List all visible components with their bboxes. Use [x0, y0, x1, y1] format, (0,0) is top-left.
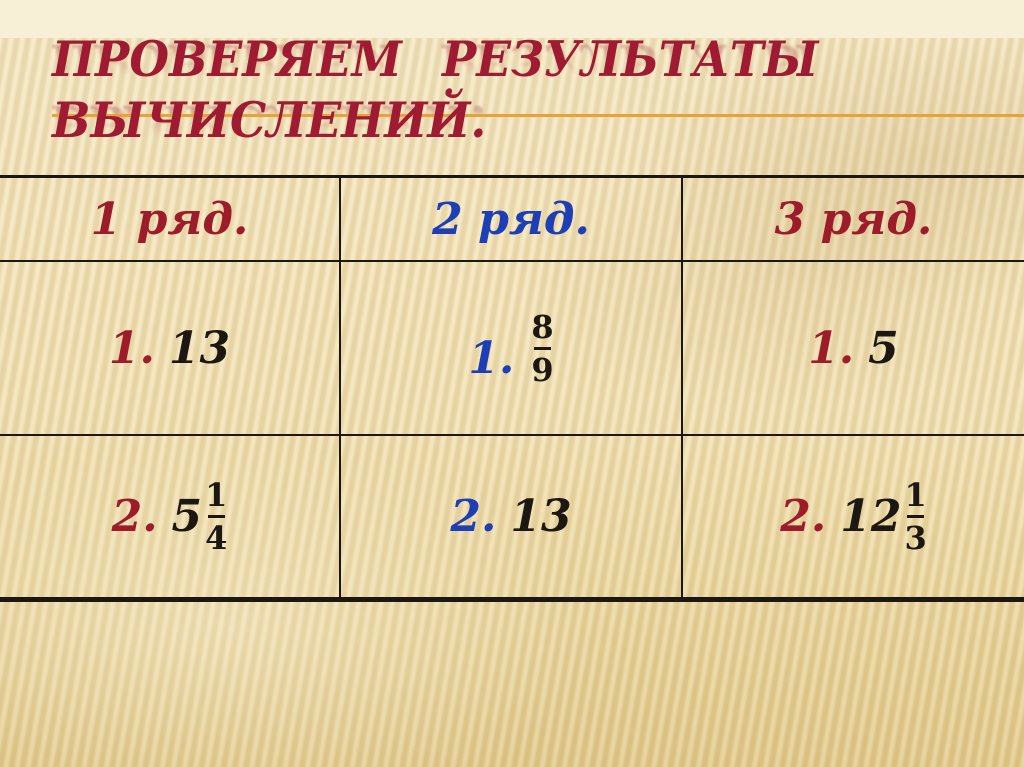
whole-part: 12 — [840, 491, 902, 542]
whole-part: 5 — [171, 491, 203, 542]
page-title-line-2: ВЫЧИСЛЕНИЙ. — [52, 91, 487, 149]
table-header-row3: 3 ряд. — [683, 178, 1024, 262]
fraction-numerator: 8 — [531, 307, 554, 346]
fraction-numerator: 1 — [904, 476, 927, 514]
answer-index: 2. — [780, 491, 827, 542]
fraction-bar — [907, 515, 925, 518]
answer-index: 2. — [111, 491, 158, 542]
fraction: 1 4 — [205, 479, 227, 554]
answer-cell-r1c1: 1. 13 — [0, 262, 341, 436]
fraction-denominator: 9 — [531, 350, 554, 389]
answer-cell-r2c3: 2. 12 1 3 — [683, 436, 1024, 597]
results-table: 1 ряд. 2 ряд. 3 ряд. 1. 13 1. 8 9 1. 5 2… — [0, 175, 1024, 602]
mixed-number: 12 1 3 — [840, 479, 927, 554]
answer-value: 13 — [510, 491, 572, 542]
fraction-denominator: 4 — [205, 519, 228, 557]
fraction: 8 9 — [531, 311, 553, 386]
answer-value: 5 — [868, 322, 899, 374]
answer-value: 13 — [168, 322, 231, 374]
page-title-line-1: ПРОВЕРЯЕМ РЕЗУЛЬТАТЫ — [52, 30, 819, 88]
table-header-row1: 1 ряд. — [0, 178, 341, 262]
answer-cell-r1c2: 1. 8 9 — [341, 262, 683, 436]
mixed-number: 5 1 4 — [172, 479, 228, 554]
answer-index: 1. — [108, 322, 155, 374]
answer-cell-r1c3: 1. 5 — [683, 262, 1024, 436]
answer-index: 1. — [808, 322, 855, 374]
answer-index: 1. — [468, 332, 515, 384]
fraction-bar — [207, 515, 225, 518]
fraction: 1 3 — [904, 479, 926, 554]
accent-underline — [52, 114, 1024, 117]
fraction-numerator: 1 — [205, 476, 228, 514]
fraction-bar — [533, 346, 551, 350]
answer-cell-r2c2: 2. 13 — [341, 436, 683, 597]
table-header-row2: 2 ряд. — [341, 178, 683, 262]
fraction-denominator: 3 — [904, 519, 927, 557]
answer-index: 2. — [450, 491, 497, 542]
answer-cell-r2c1: 2. 5 1 4 — [0, 436, 341, 597]
top-band — [0, 0, 1024, 38]
